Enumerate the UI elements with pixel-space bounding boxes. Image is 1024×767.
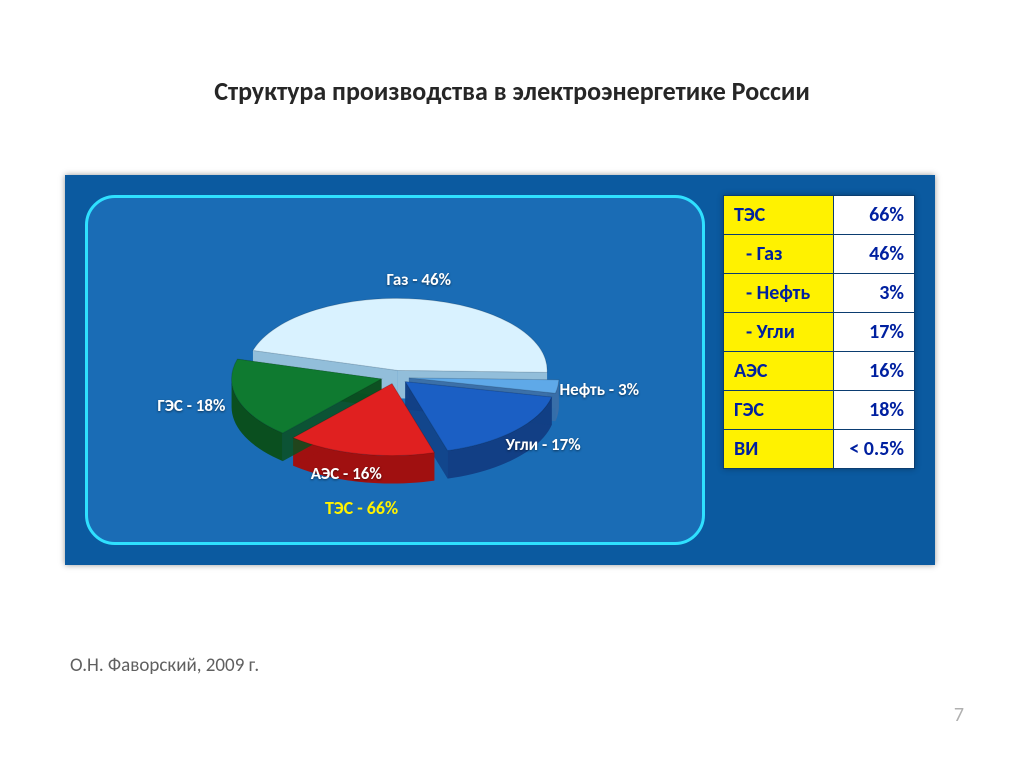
tes-group-label: ТЭС - 66% [325,497,398,519]
pie-chart-box: Газ - 46% Нефть - 3% Угли - 17% АЭС - 16% ГЭ… [85,195,705,545]
source-citation: О.Н. Фаворский, 2009 г. [70,654,259,677]
legend-row: - Газ46% [724,235,915,274]
legend-row: - Угли17% [724,313,915,352]
legend-label: АЭС [724,352,834,391]
legend-label: - Нефть [724,274,834,313]
legend-label: - Газ [724,235,834,274]
legend-row: АЭС16% [724,352,915,391]
legend-value: 66% [834,196,915,235]
legend-value: 3% [834,274,915,313]
chart-panel: Газ - 46% Нефть - 3% Угли - 17% АЭС - 16% ГЭ… [65,175,935,565]
slice-label: Угли - 17% [506,434,581,455]
legend-value: 17% [834,313,915,352]
legend-row: ТЭС66% [724,196,915,235]
legend-row: - Нефть3% [724,274,915,313]
pie-chart: Газ - 46%Нефть - 3%Угли - 17%АЭС - 16%ГЭ… [175,157,615,597]
legend-value: 46% [834,235,915,274]
page-title: Структура производства в электроэнергети… [0,75,1024,107]
legend-label: ВИ [724,430,834,469]
legend-label: ГЭС [724,391,834,430]
slice-label: АЭС - 16% [311,463,382,484]
legend-label: - Угли [724,313,834,352]
slice-label: Газ - 46% [387,269,452,290]
legend-table: ТЭС66%- Газ46%- Нефть3%- Угли17%АЭС16%ГЭ… [723,195,915,469]
legend-value: < 0.5% [834,430,915,469]
legend-label: ТЭС [724,196,834,235]
legend-value: 18% [834,391,915,430]
legend-row: ВИ< 0.5% [724,430,915,469]
page-number: 7 [954,703,964,727]
slice-label: ГЭС - 18% [157,395,225,416]
slice-label: Нефть - 3% [559,379,639,400]
slide: Структура производства в электроэнергети… [0,0,1024,767]
legend-value: 16% [834,352,915,391]
legend-row: ГЭС18% [724,391,915,430]
